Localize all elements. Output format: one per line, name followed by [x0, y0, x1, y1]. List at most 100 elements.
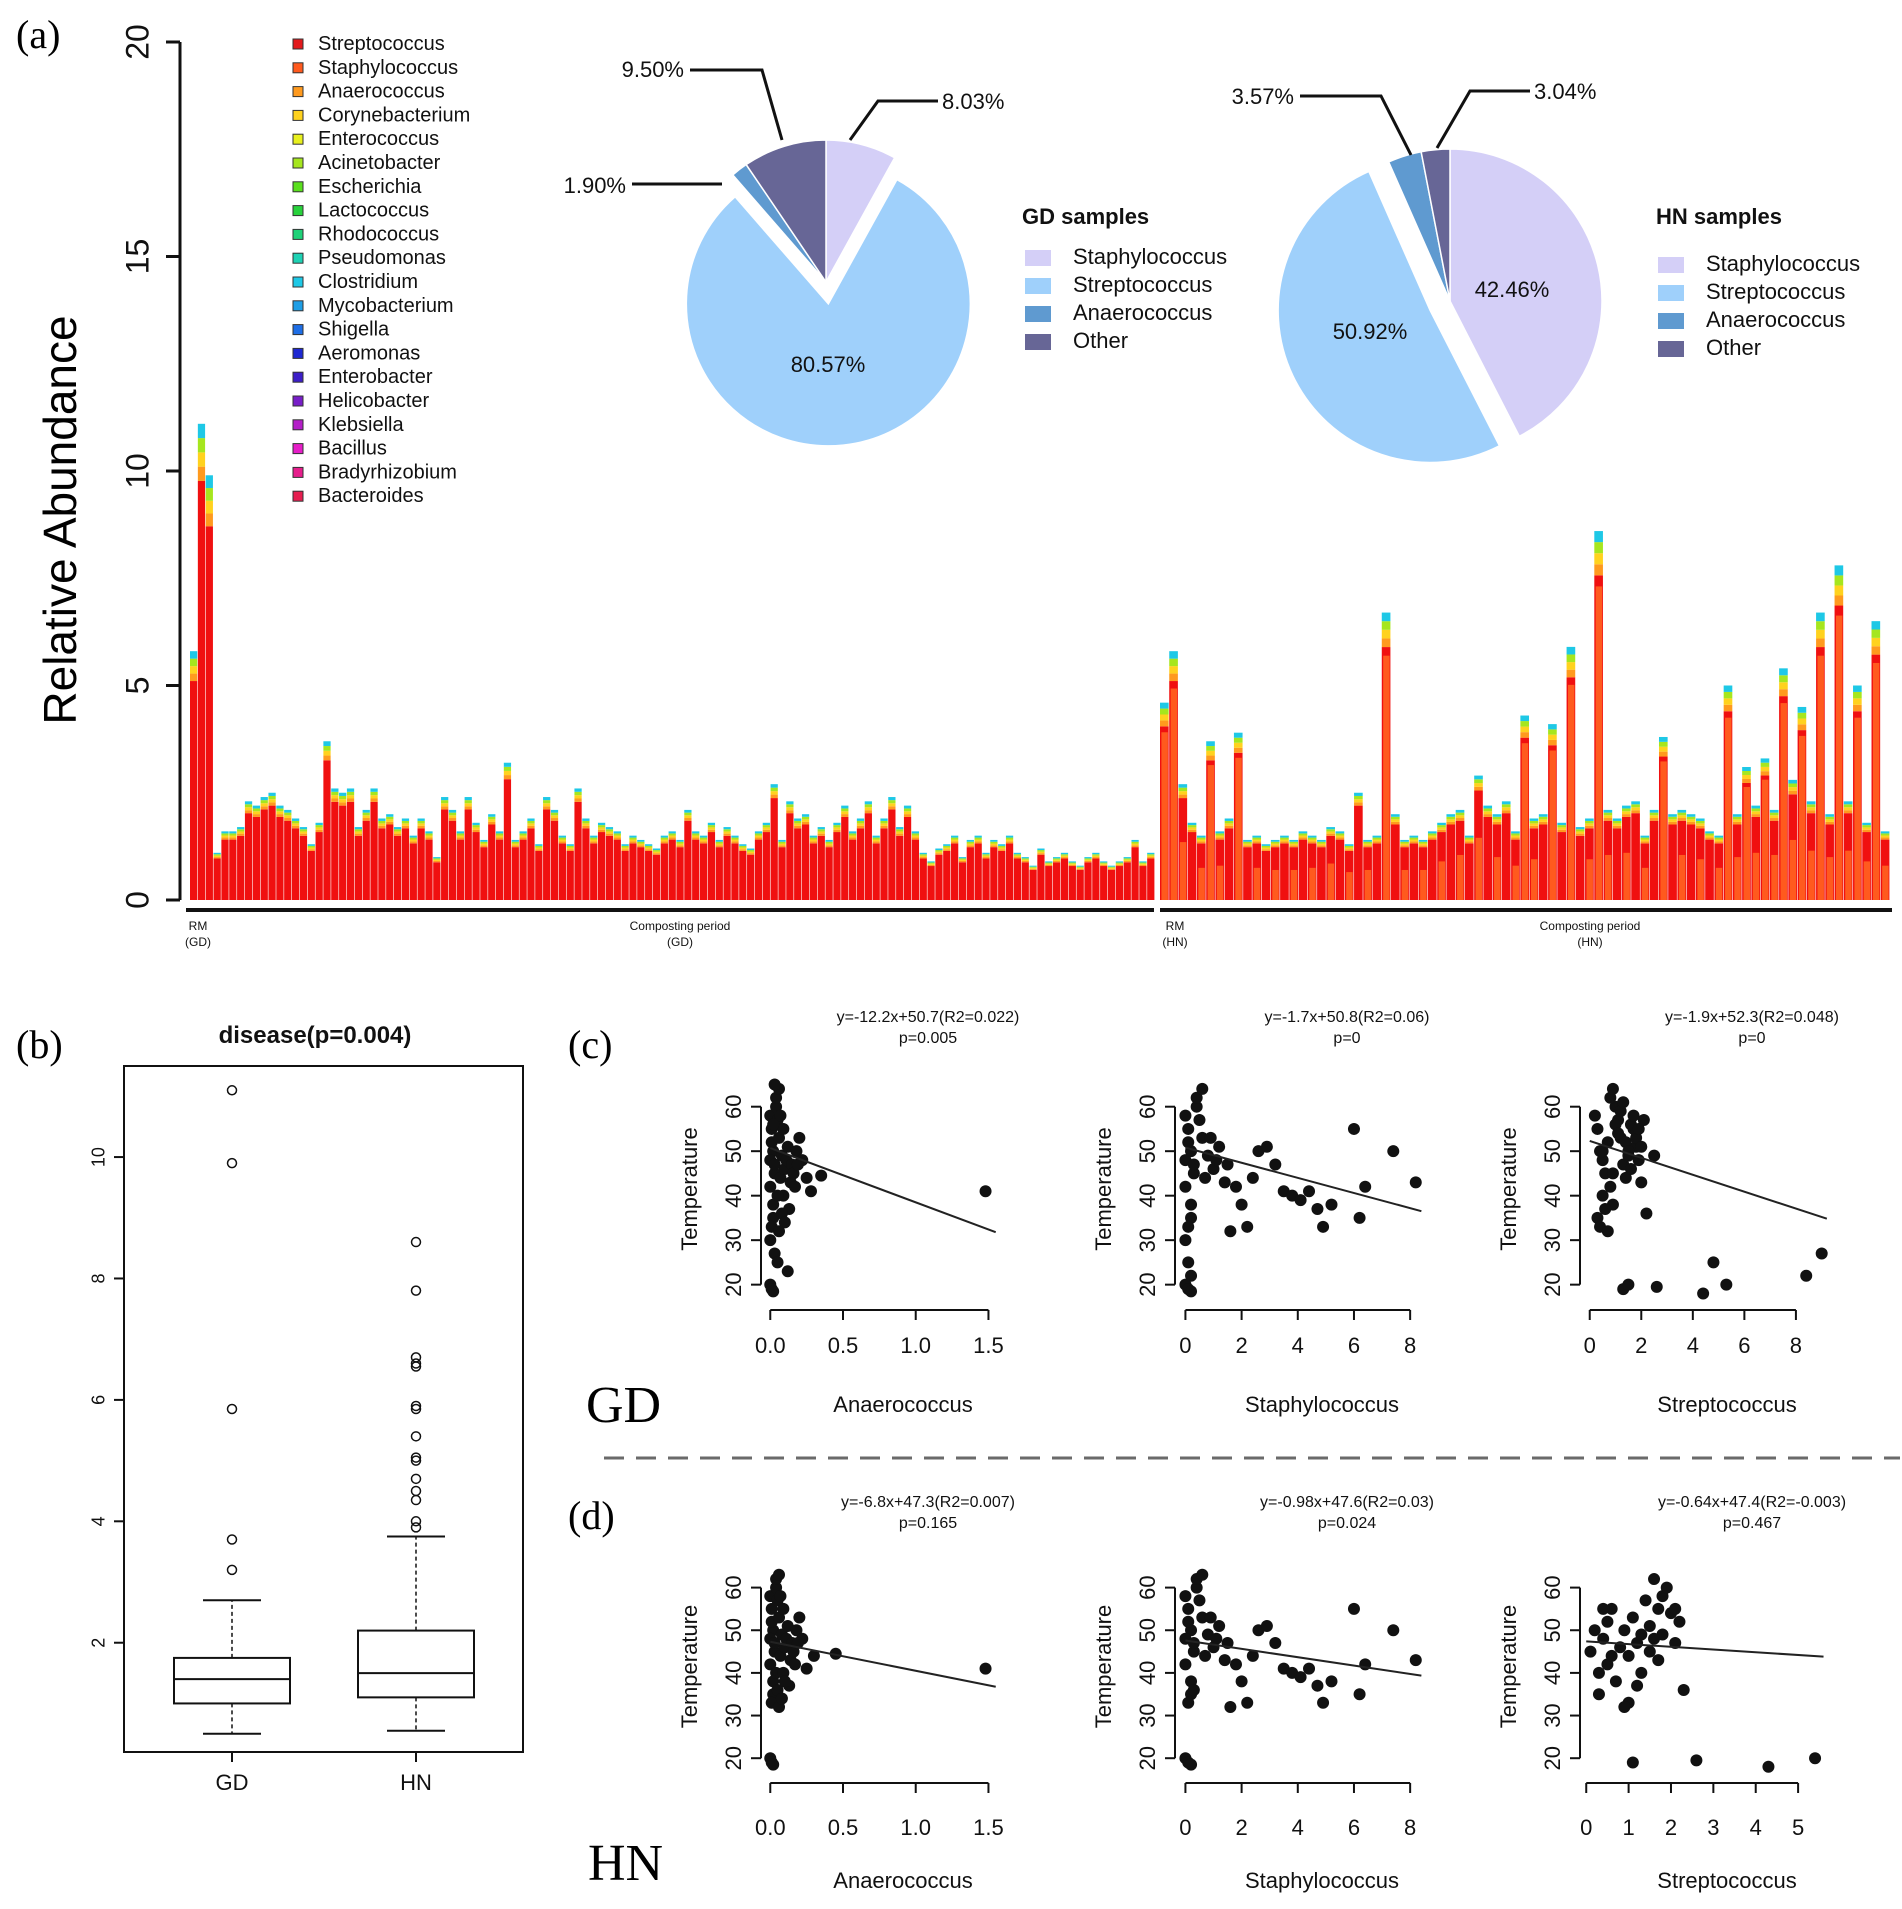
scatter-point	[1637, 1114, 1650, 1127]
bar-gd-main-segment	[346, 801, 355, 900]
bar-gd-minor-segment	[441, 797, 449, 801]
scatter-point	[800, 1662, 813, 1675]
bar-gd-main-segment	[574, 801, 582, 900]
bar-gd-main-segment	[794, 828, 802, 900]
scatter-point	[778, 1675, 791, 1688]
scatter-point	[1635, 1176, 1648, 1189]
scatter-point	[1317, 1696, 1330, 1709]
scatter-point	[1221, 1158, 1234, 1171]
bar-gd-minor-segment	[1053, 857, 1061, 859]
bar-gd-main-segment	[998, 850, 1006, 900]
scatter-y-tick-label: 50	[1135, 1139, 1160, 1163]
bar-gd-minor-segment	[401, 823, 410, 826]
bar-gd-minor-segment	[331, 791, 339, 796]
bar-gd-minor-segment	[566, 844, 574, 846]
bar-gd-minor-segment	[652, 848, 661, 851]
bar-gd-minor-segment	[260, 797, 268, 801]
bar-hn-minor-segment	[1427, 831, 1437, 834]
pie-slice-other	[745, 139, 827, 285]
bar-hn-minor-segment	[1649, 818, 1659, 821]
bar-hn-minor-segment	[1723, 685, 1733, 692]
bar-hn-minor-segment	[1243, 839, 1252, 842]
scatter-point	[1199, 1649, 1212, 1662]
scatter-point	[1609, 1675, 1622, 1688]
bar-hn-minor-segment	[1391, 821, 1400, 825]
bar-gd-minor-segment	[229, 835, 237, 838]
bar-hn-minor-segment	[1557, 827, 1566, 830]
scatter-point	[764, 1658, 777, 1671]
bar-hn-minor-segment	[1391, 816, 1400, 820]
bar-gd-main-segment	[291, 828, 300, 900]
bar-gd-main-segment	[692, 839, 700, 900]
scatter-x-tick-label: 4	[1292, 1333, 1304, 1358]
bar-hn-minor-segment	[1233, 747, 1243, 753]
bar-gd-minor-segment	[692, 831, 700, 834]
scatter-point	[793, 1131, 806, 1144]
bar-hn-minor-segment	[1464, 839, 1474, 842]
bar-gd-minor-segment	[417, 825, 425, 829]
bar-gd-main-segment	[645, 850, 653, 900]
pie-legend-label: Staphylococcus	[1073, 244, 1227, 269]
bar-hn-minor-segment	[1538, 821, 1548, 825]
bar-gd-minor-segment	[260, 800, 268, 804]
scatter-point	[787, 1167, 800, 1180]
bar-gd-minor-segment	[896, 831, 904, 834]
scatter-point	[1241, 1696, 1254, 1709]
bar-hn-minor-segment	[1289, 839, 1299, 842]
bar-gd-main-segment	[307, 850, 315, 900]
scatter-point	[1224, 1225, 1237, 1238]
bar-gd-minor-segment	[1107, 868, 1116, 870]
scatter-point	[1204, 1611, 1217, 1624]
boxplot-y-tick-label: 8	[89, 1273, 109, 1283]
bar-hn-minor-segment	[1640, 835, 1650, 838]
scatter-x-tick-label: 2	[1665, 1815, 1677, 1840]
bar-gd-minor-segment	[268, 802, 276, 806]
bar-hn-minor-segment	[1400, 843, 1409, 846]
bar-gd-minor-segment	[252, 805, 261, 809]
bar-gd-minor-segment	[817, 831, 825, 834]
bar-gd-minor-segment	[511, 841, 519, 844]
bar-gd-main-segment	[558, 843, 566, 900]
bar-hn-minor-segment	[1538, 819, 1548, 822]
pie-value-label: 8.03%	[942, 89, 1004, 114]
bar-gd-minor-segment	[299, 827, 308, 830]
bar-hn-minor-segment	[1326, 833, 1335, 836]
pie-slice-streptococcus	[1277, 170, 1501, 464]
bar-gd-main-segment	[456, 839, 464, 900]
bar-gd-main-segment	[778, 847, 786, 900]
bar-gd-minor-segment	[880, 820, 888, 824]
scatter-point	[767, 1118, 780, 1131]
bar-gd-minor-segment	[739, 847, 747, 850]
bar-hn-staphylococcus-segment	[1383, 655, 1390, 900]
bar-gd-minor-segment	[425, 831, 433, 834]
bar-gd-minor-segment	[935, 853, 943, 855]
bar-hn-minor-segment	[1391, 814, 1400, 817]
bar-hn-minor-segment	[1354, 799, 1363, 803]
bar-hn-minor-segment	[1760, 766, 1770, 772]
bar-hn-minor-segment	[1326, 829, 1335, 832]
scatter-y-tick-label: 60	[1135, 1575, 1160, 1599]
bar-gd-minor-segment	[543, 800, 551, 804]
bar-gd-minor-segment	[699, 839, 708, 842]
scatter-point	[1605, 1602, 1618, 1615]
bar-gd-main-segment	[715, 847, 723, 900]
legend-swatch-pseudomonas	[292, 252, 304, 264]
bar-gd-minor-segment	[951, 839, 959, 842]
scatter-point	[1347, 1122, 1360, 1135]
bar-gd-minor-segment	[786, 807, 794, 811]
scatter-plot-d3: 20 30 40 50 60 0 1 2 3 4 5 Temperature Streptococcus…	[1496, 1494, 1846, 1893]
scatter-point	[778, 1216, 791, 1229]
bar-hn-minor-segment	[1372, 841, 1382, 844]
bar-gd-minor-segment	[731, 835, 739, 838]
bar-hn-minor-segment	[1474, 786, 1483, 791]
bar-hn-minor-segment	[1326, 831, 1335, 834]
bar-hn-minor-segment	[1455, 815, 1465, 819]
bar-hn-minor-segment	[1196, 841, 1206, 844]
scatter-point	[1179, 1234, 1192, 1247]
legend-swatch-klebsiella	[292, 419, 304, 431]
scatter-point	[1707, 1256, 1720, 1269]
bar-gd-minor-segment	[927, 863, 935, 865]
boxplot-box-gd	[173, 1656, 291, 1705]
bar-gd-minor-segment	[1037, 850, 1045, 852]
bar-hn-minor-segment	[1853, 691, 1862, 699]
